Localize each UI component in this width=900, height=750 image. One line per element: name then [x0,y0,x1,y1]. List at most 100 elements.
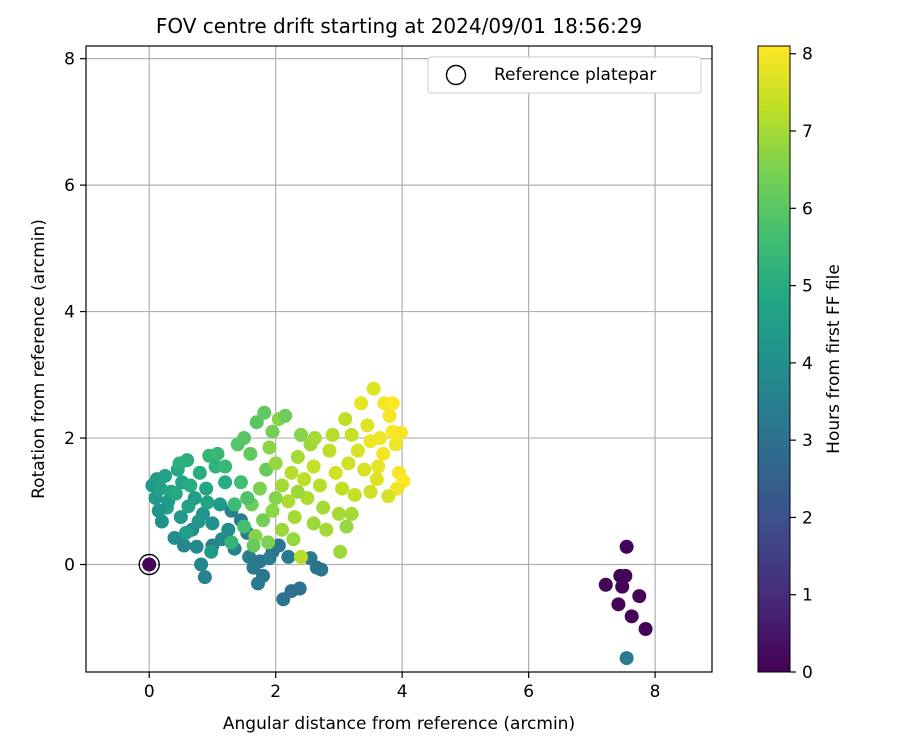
scatter-point [204,544,219,559]
scatter-point [265,503,280,518]
scatter-point [373,431,388,446]
scatter-point [306,459,321,474]
scatter-point [281,549,296,564]
scatter-point [173,510,188,525]
reference-marker [138,553,160,576]
scatter-point [290,484,305,499]
scatter-point [218,475,233,490]
scatter-point [246,538,261,553]
scatter-point [275,522,290,537]
scatter-point [265,424,280,439]
scatter-point [598,577,613,592]
scatter-point [325,427,340,442]
scatter-point [316,500,331,515]
scatter-point [218,459,233,474]
scatter-point [350,443,365,458]
scatter-point [275,478,290,493]
scatter-point [366,381,381,396]
scatter-point [158,468,173,483]
scatter-point [319,522,334,537]
y-tick-label: 8 [64,50,75,70]
scatter-point [227,497,242,512]
scatter-point [312,478,327,493]
scatter-point [363,484,378,499]
y-tick-label: 4 [64,303,75,323]
scatter-point [178,525,193,540]
scatter-point [385,396,400,411]
scatter-point [172,456,187,471]
colorbar-ticks: 0 1 2 3 4 5 6 7 8 [790,45,813,683]
scatter-point [154,514,169,529]
scatter-point [339,519,354,534]
x-tick-label: 2 [270,682,281,702]
scatter-point [153,481,168,496]
scatter-point [286,532,301,547]
scatter-point [213,497,228,512]
scatter-point [197,570,212,585]
scatter-point [354,396,369,411]
scatter-point [257,405,272,420]
scatter-point [314,562,329,577]
scatter-point [344,506,359,521]
scatter-point [192,465,207,480]
scatter-point [189,539,204,554]
scatter-point [242,549,257,564]
colorbar-tick-label: 6 [802,199,813,219]
legend-box [427,56,702,94]
y-tick-label: 6 [64,176,75,196]
scatter-point [151,503,166,518]
scatter-point [191,514,206,529]
scatter-point [328,465,343,480]
colorbar-tick-label: 3 [802,431,813,451]
scatter-point [249,415,264,430]
scatter-point [347,487,362,502]
x-tick-label: 4 [397,682,408,702]
scatter-point [271,538,286,553]
y-tick-label: 2 [64,429,75,449]
scatter-point [205,516,220,531]
scatter-point [619,539,634,554]
scatter-point [233,475,248,490]
colorbar-tick-label: 2 [802,508,813,528]
colorbar-tick-label: 8 [802,45,813,65]
scatter-point [290,450,305,465]
scatter-point [624,609,639,624]
scatter-point [256,513,271,528]
scatter-point [281,494,296,509]
scatter-point [167,530,182,545]
scatter-point [360,418,375,433]
scatter-point [369,472,384,487]
scatter-point [200,495,215,510]
scatter-point [268,491,283,506]
scatter-point [168,486,183,501]
scatter-point [224,535,239,550]
x-axis-ticks: 0 2 4 6 8 [144,672,661,702]
scatter-point [393,425,408,440]
scatter-point [388,437,403,452]
scatter-point [293,549,308,564]
scatter-point [252,481,267,496]
scatter-point [262,440,277,455]
scatter-point [618,568,633,583]
scatter-point [284,465,299,480]
x-tick-label: 6 [523,682,534,702]
scatter-point [243,446,258,461]
scatter-point [194,557,209,572]
scatter-point [611,597,626,612]
x-tick-label: 0 [144,682,155,702]
scatter-point [341,456,356,471]
scatter-point [322,443,337,458]
scatter-point [237,519,252,534]
colorbar: 0 1 2 3 4 5 6 7 8 Hours from first FF file [757,45,844,683]
scatter-point [615,579,630,594]
scatter-point [619,651,634,666]
scatter-point [638,622,653,637]
colorbar-tick-label: 0 [802,663,813,683]
chart-title: FOV centre drift starting at 2024/09/01 … [156,14,642,38]
colorbar-tick-label: 5 [802,277,813,297]
scatter-point [183,478,198,493]
plot-frame [85,45,713,673]
scatter-point [382,408,397,423]
scatter-point [262,551,277,566]
